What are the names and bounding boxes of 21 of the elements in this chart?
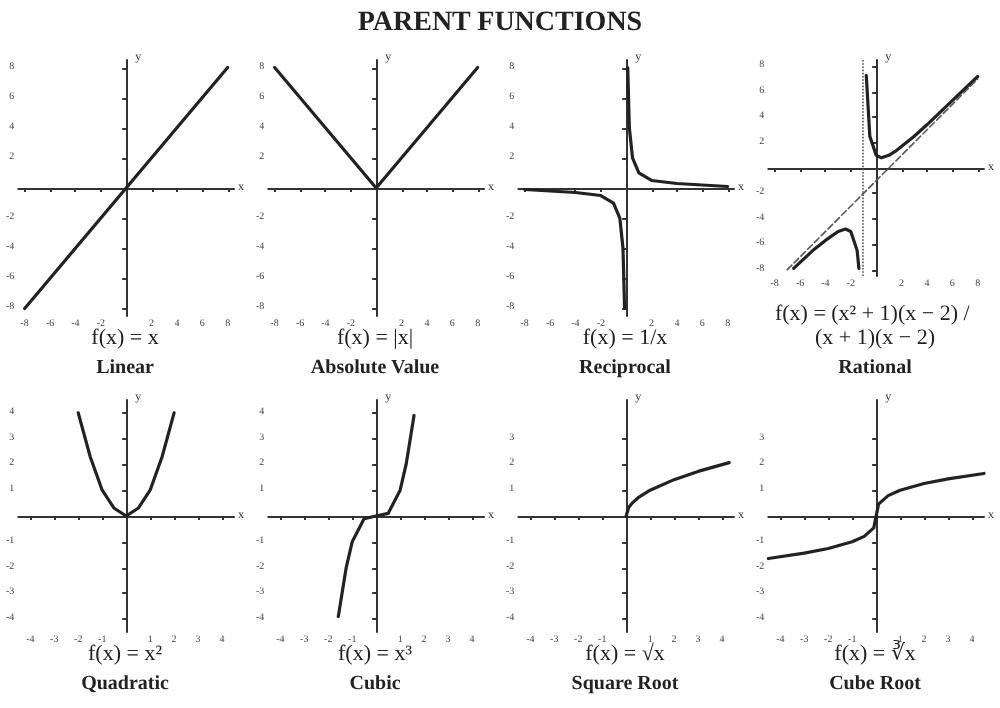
text: PARENT FUNCTIONS	[355, 8, 645, 40]
text: Linear	[96, 357, 156, 379]
text: Reciprocal	[579, 357, 672, 379]
text: Square Root	[571, 673, 680, 695]
text: Quadratic	[81, 673, 171, 695]
line-series	[624, 461, 731, 518]
text: f(x) = √x	[585, 642, 666, 666]
line-series	[76, 411, 176, 518]
line-series	[336, 413, 416, 619]
line-series	[766, 471, 986, 561]
text: f(x) = 1/x	[582, 326, 669, 350]
text: f(x) = x	[91, 326, 160, 350]
text: Cubic	[349, 673, 402, 695]
text: f(x) = ∛x	[834, 640, 917, 666]
text: f(x) = x²	[88, 642, 164, 666]
text: Absolute Value	[310, 357, 441, 379]
text: f(x) = |x|	[336, 326, 414, 350]
text: Rational	[838, 357, 913, 379]
text: f(x) = x³	[338, 642, 414, 666]
text: Cube Root	[829, 673, 923, 695]
text: f(x) = (x² + 1)(x − 2) / (x + 1)(x − 2)	[774, 302, 976, 350]
